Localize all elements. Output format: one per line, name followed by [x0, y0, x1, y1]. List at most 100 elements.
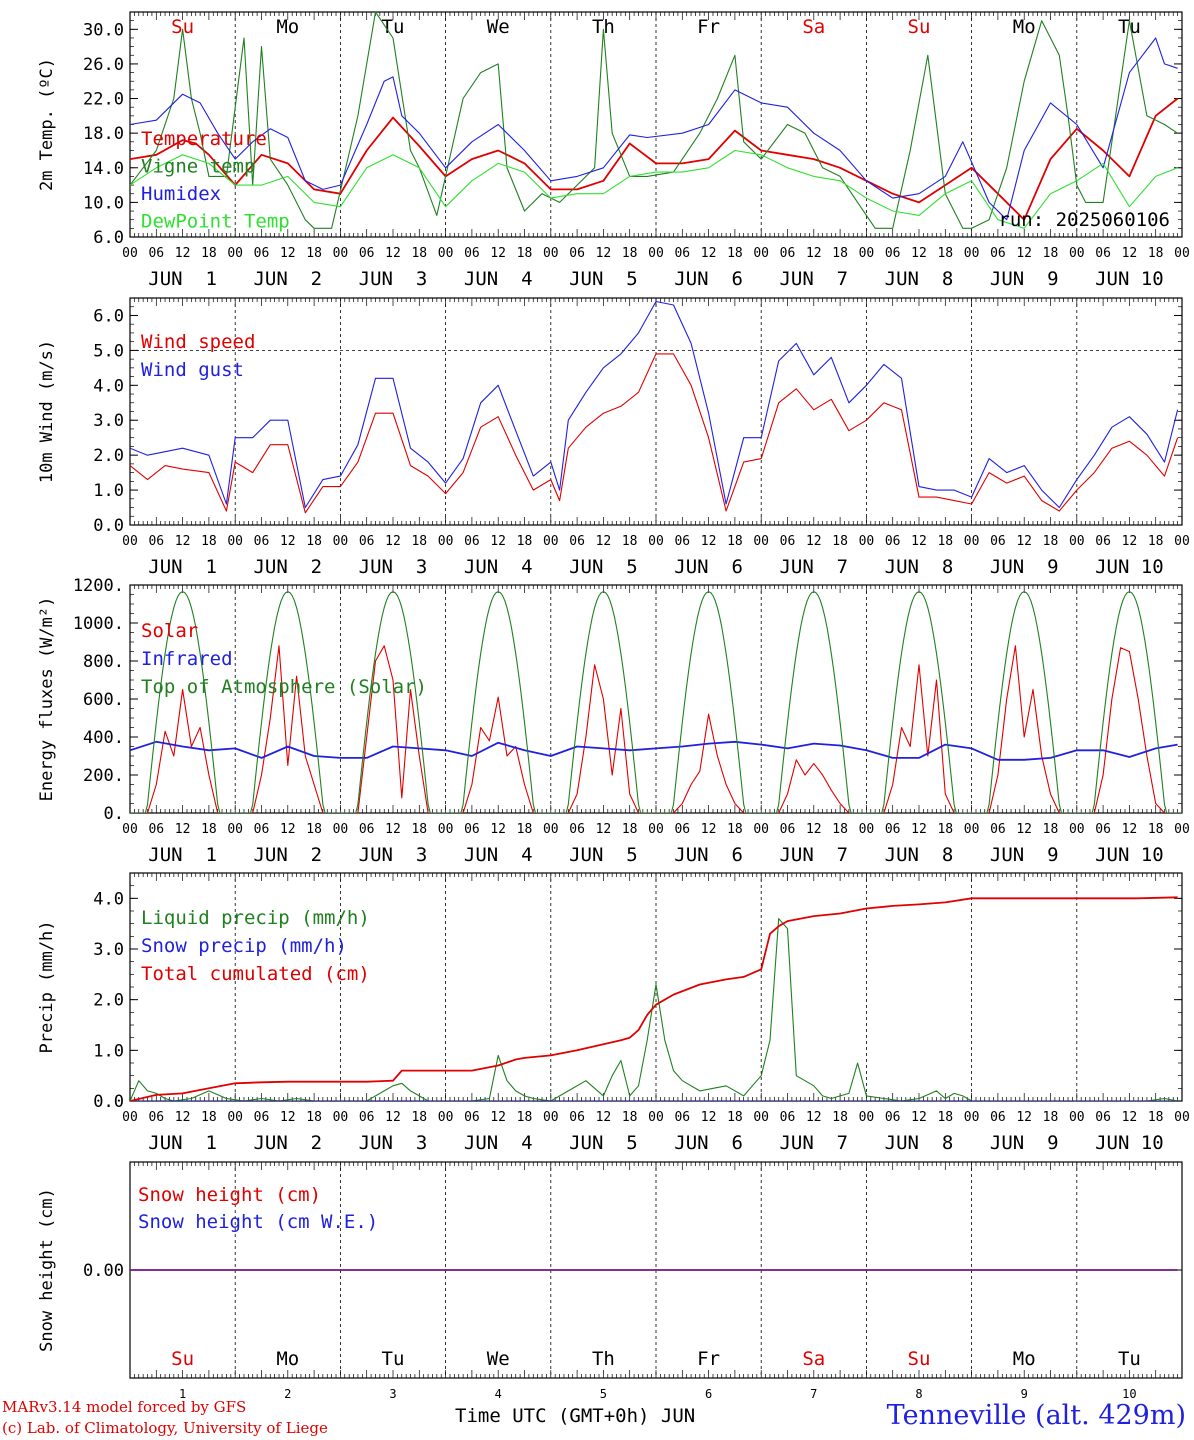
- hour-tick-label: 06: [990, 534, 1006, 549]
- y-tick-label: 800.: [83, 652, 124, 672]
- hour-tick-label: 12: [280, 822, 296, 837]
- date-label: JUN 3: [359, 268, 428, 290]
- y-axis-label: 10m Wind (m/s): [37, 340, 57, 483]
- y-tick-label: 4.0: [93, 889, 124, 909]
- hour-tick-label: 18: [1043, 1110, 1059, 1125]
- y-tick-label: 200.: [83, 766, 124, 786]
- date-label: JUN 9: [990, 268, 1059, 290]
- date-label: JUN 2: [253, 844, 322, 866]
- hour-tick-label: 18: [517, 1110, 533, 1125]
- hour-tick-label: 06: [1095, 822, 1111, 837]
- date-label: JUN 5: [569, 268, 638, 290]
- series-line: [130, 645, 1178, 813]
- series-line: [130, 37, 1178, 221]
- series-line: [130, 896, 1178, 1101]
- hour-tick-label: 00: [122, 1110, 138, 1125]
- hour-tick-label: 18: [832, 822, 848, 837]
- y-tick-label: 0.0: [93, 516, 124, 536]
- hour-tick-label: 06: [148, 246, 164, 261]
- day-number-label: 6: [705, 1387, 712, 1401]
- date-label: JUN 8: [885, 844, 954, 866]
- date-label: JUN 7: [779, 556, 848, 578]
- hour-tick-label: 18: [1148, 246, 1164, 261]
- series-line: [130, 740, 1178, 761]
- legend-entry: Snow height (cm W.E.): [138, 1211, 378, 1233]
- hour-tick-label: 18: [1148, 534, 1164, 549]
- hour-tick-label: 00: [227, 534, 243, 549]
- hour-tick-label: 00: [543, 1110, 559, 1125]
- date-label: JUN 1: [148, 844, 217, 866]
- hour-tick-label: 18: [411, 246, 427, 261]
- date-label: JUN 3: [359, 1132, 428, 1154]
- hour-tick-label: 06: [569, 534, 585, 549]
- date-label: JUN 7: [779, 268, 848, 290]
- hour-tick-label: 12: [280, 534, 296, 549]
- y-axis-label: Snow height (cm): [37, 1188, 57, 1352]
- series-line: [130, 97, 1179, 221]
- legend-entry: DewPoint Temp: [141, 211, 290, 233]
- hour-tick-label: 06: [780, 822, 796, 837]
- hour-tick-label: 12: [806, 534, 822, 549]
- hour-tick-label: 00: [1174, 246, 1190, 261]
- y-tick-label: 2.0: [93, 991, 124, 1011]
- hour-tick-label: 18: [727, 534, 743, 549]
- date-label: JUN 4: [464, 1132, 533, 1154]
- hour-tick-label: 18: [622, 534, 638, 549]
- hour-tick-label: 18: [517, 246, 533, 261]
- hour-tick-label: 06: [359, 246, 375, 261]
- hour-tick-label: 00: [227, 1110, 243, 1125]
- hour-tick-label: 06: [1095, 246, 1111, 261]
- hour-tick-label: 18: [411, 1110, 427, 1125]
- weekday-label: Tu: [1118, 16, 1141, 38]
- y-tick-label: 0.: [104, 804, 124, 824]
- hour-tick-label: 00: [964, 1110, 980, 1125]
- date-label: JUN 10: [1095, 268, 1164, 290]
- hour-tick-label: 06: [885, 1110, 901, 1125]
- x-axis-title-text: Time UTC (GMT+0h): [455, 1405, 650, 1427]
- hour-tick-label: 00: [333, 246, 349, 261]
- date-label: JUN 1: [148, 1132, 217, 1154]
- date-label: JUN 8: [885, 556, 954, 578]
- hour-tick-label: 00: [1069, 246, 1085, 261]
- panel-frame: [129, 11, 1183, 238]
- hour-tick-label: 06: [464, 246, 480, 261]
- y-tick-label: 26.0: [83, 55, 124, 75]
- date-label: JUN 7: [779, 844, 848, 866]
- hour-tick-label: 06: [1095, 1110, 1111, 1125]
- hour-tick-label: 18: [937, 822, 953, 837]
- hour-tick-label: 00: [753, 534, 769, 549]
- hour-tick-label: 12: [911, 246, 927, 261]
- hour-tick-label: 00: [543, 246, 559, 261]
- hour-tick-label: 18: [727, 822, 743, 837]
- hour-tick-label: 18: [1148, 822, 1164, 837]
- date-label: JUN 5: [569, 844, 638, 866]
- series-group: [130, 896, 1178, 1101]
- hour-tick-label: 12: [1122, 246, 1138, 261]
- hour-tick-label: 00: [648, 534, 664, 549]
- hour-tick-label: 00: [753, 246, 769, 261]
- day-number-label: 1: [179, 1387, 186, 1401]
- panel-3: 0. 200. 400. 600. 800. 1000. 1200. Energy fluxe…: [37, 576, 1190, 866]
- hour-tick-label: 12: [1122, 822, 1138, 837]
- date-label: JUN 3: [359, 556, 428, 578]
- legend-entry: Top of Atmosphere (Solar): [141, 676, 427, 698]
- hour-tick-label: 00: [753, 822, 769, 837]
- hour-tick-label: 12: [385, 822, 401, 837]
- y-tick-label: 0.00: [83, 1261, 124, 1281]
- legend-entry: Humidex: [141, 183, 221, 205]
- date-label: JUN 6: [674, 1132, 743, 1154]
- hour-tick-label: 06: [359, 822, 375, 837]
- hour-tick-label: 00: [1069, 534, 1085, 549]
- hour-tick-label: 00: [543, 534, 559, 549]
- hour-tick-label: 06: [885, 246, 901, 261]
- hour-tick-label: 12: [1016, 246, 1032, 261]
- hour-tick-label: 12: [596, 534, 612, 549]
- legend-entry: Infrared: [141, 648, 233, 670]
- panel-2: 0.0 1.0 2.0 3.0 4.0 5.0 6.0 10m Wind (m/s) 00 06 1…: [37, 297, 1190, 578]
- day-number-label: 10: [1122, 1387, 1136, 1401]
- weekday-label: Mo: [276, 16, 299, 38]
- hour-tick-label: 18: [411, 534, 427, 549]
- hour-tick-label: 00: [648, 1110, 664, 1125]
- lab-credit: (c) Lab. of Climatology, University of L…: [2, 1419, 328, 1437]
